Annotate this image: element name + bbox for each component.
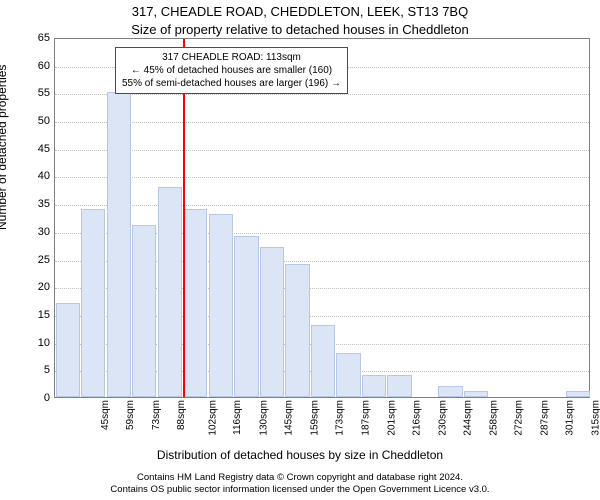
histogram-bar	[336, 353, 360, 397]
annotation-line: ← 45% of detached houses are smaller (16…	[122, 64, 341, 77]
xtick-label: 130sqm	[258, 400, 269, 436]
ytick-label: 55	[20, 87, 50, 99]
xtick-label: 272sqm	[514, 400, 525, 436]
histogram-plot: 317 CHEADLE ROAD: 113sqm← 45% of detache…	[54, 38, 590, 398]
histogram-bar	[311, 325, 335, 397]
histogram-bar	[362, 375, 386, 397]
ytick-label: 5	[20, 364, 50, 376]
footer-line-2: Contains OS public sector information li…	[110, 484, 489, 495]
histogram-bar	[183, 209, 207, 397]
ytick-label: 20	[20, 281, 50, 293]
annotation-line: 55% of semi-detached houses are larger (…	[122, 77, 341, 90]
gridline	[55, 122, 589, 123]
xtick-label: 258sqm	[488, 400, 499, 436]
histogram-bar	[566, 391, 590, 397]
xtick-label: 59sqm	[125, 400, 136, 430]
ytick-label: 25	[20, 254, 50, 266]
ytick-label: 30	[20, 226, 50, 238]
ytick-label: 10	[20, 337, 50, 349]
ytick-label: 0	[20, 392, 50, 404]
histogram-bar	[387, 375, 411, 397]
xtick-label: 102sqm	[207, 400, 218, 436]
gridline	[55, 205, 589, 206]
footer-attribution: Contains HM Land Registry data © Crown c…	[0, 472, 600, 496]
y-axis-label: Number of detached properties	[0, 65, 9, 230]
histogram-bar	[438, 386, 462, 397]
xtick-label: 45sqm	[100, 400, 111, 430]
xtick-label: 73sqm	[151, 400, 162, 430]
histogram-bar	[260, 247, 284, 397]
xtick-label: 315sqm	[590, 400, 600, 436]
xtick-label: 230sqm	[437, 400, 448, 436]
xtick-label: 216sqm	[412, 400, 423, 436]
gridline	[55, 177, 589, 178]
histogram-bar	[234, 236, 258, 397]
ytick-label: 35	[20, 198, 50, 210]
histogram-bar	[285, 264, 309, 397]
xtick-label: 173sqm	[335, 400, 346, 436]
histogram-bar	[81, 209, 105, 397]
ytick-label: 50	[20, 115, 50, 127]
histogram-bar	[158, 187, 182, 397]
xtick-label: 244sqm	[463, 400, 474, 436]
ytick-label: 40	[20, 170, 50, 182]
title-sub: Size of property relative to detached ho…	[0, 22, 600, 37]
xtick-label: 287sqm	[539, 400, 550, 436]
xtick-label: 187sqm	[361, 400, 372, 436]
xtick-label: 145sqm	[284, 400, 295, 436]
histogram-bar	[56, 303, 80, 397]
histogram-bar	[132, 225, 156, 397]
xtick-label: 116sqm	[232, 400, 243, 435]
ytick-label: 45	[20, 143, 50, 155]
histogram-bar	[107, 92, 131, 397]
xtick-label: 201sqm	[386, 400, 397, 436]
gridline	[55, 150, 589, 151]
footer-line-1: Contains HM Land Registry data © Crown c…	[137, 472, 463, 483]
ytick-label: 15	[20, 309, 50, 321]
gridline	[55, 94, 589, 95]
title-main: 317, CHEADLE ROAD, CHEDDLETON, LEEK, ST1…	[0, 4, 600, 19]
xtick-label: 88sqm	[176, 400, 187, 430]
histogram-bar	[209, 214, 233, 397]
xtick-label: 301sqm	[565, 400, 576, 436]
annotation-line: 317 CHEADLE ROAD: 113sqm	[122, 51, 341, 64]
histogram-bar	[464, 391, 488, 397]
ytick-label: 65	[20, 32, 50, 44]
x-axis-label: Distribution of detached houses by size …	[0, 448, 600, 462]
xtick-label: 159sqm	[310, 400, 321, 436]
annotation-box: 317 CHEADLE ROAD: 113sqm← 45% of detache…	[115, 47, 348, 94]
ytick-label: 60	[20, 60, 50, 72]
